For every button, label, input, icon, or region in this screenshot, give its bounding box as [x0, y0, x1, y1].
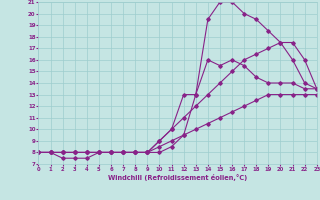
X-axis label: Windchill (Refroidissement éolien,°C): Windchill (Refroidissement éolien,°C) — [108, 174, 247, 181]
